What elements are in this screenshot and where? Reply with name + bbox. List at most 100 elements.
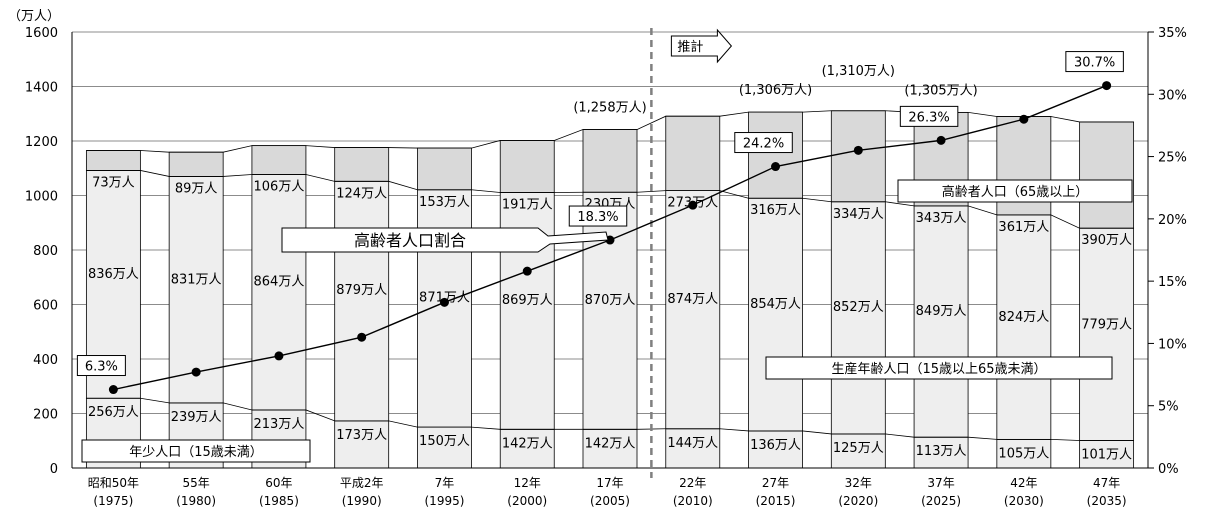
- ratio-point: [1102, 81, 1112, 91]
- ratio-label: 18.3%: [577, 210, 618, 225]
- x-tick-label: 60年: [265, 476, 292, 490]
- elderly-value-label: 191万人: [502, 198, 553, 213]
- ratio-point: [191, 367, 201, 377]
- boundary-connector: [86, 110, 1134, 153]
- ratio-label-box: [899, 105, 959, 127]
- ratio-point: [1019, 114, 1029, 124]
- working-value-label: 779万人: [1081, 318, 1132, 333]
- x-tick-label: 55年: [183, 476, 210, 490]
- bar-segment-youth: [748, 430, 803, 469]
- elderly-value-label: 390万人: [1081, 233, 1132, 248]
- bar-segment-youth: [1079, 440, 1135, 469]
- working-value-label: 824万人: [998, 310, 1049, 325]
- youth-value-label: 125万人: [833, 441, 884, 456]
- bar-segment-working: [251, 174, 307, 411]
- x-tick-label-year: (2035): [1087, 494, 1127, 508]
- ratio-line: [108, 81, 1112, 395]
- bar-segment-working: [334, 180, 390, 422]
- x-tick-label: 7年: [435, 476, 455, 490]
- elderly-series-label-box: [897, 179, 1133, 203]
- elderly-value-label: 316万人: [750, 203, 801, 218]
- x-tick-label: 27年: [762, 476, 789, 490]
- bar-segment-elderly: [499, 140, 555, 193]
- ratio-label: 24.2%: [743, 137, 784, 152]
- youth-value-label: 256万人: [88, 405, 139, 420]
- working-value-label: 849万人: [916, 304, 967, 319]
- projection-arrow-icon: [670, 28, 733, 64]
- ratio-label-box: [1065, 51, 1124, 73]
- bar-segment-working: [996, 214, 1052, 440]
- youth-value-label: 113万人: [916, 444, 967, 459]
- y-tick-label-left: 400: [33, 353, 58, 368]
- ratio-point: [108, 385, 118, 395]
- ratio-point: [771, 162, 781, 172]
- ratio-point: [853, 145, 863, 155]
- youth-value-label: 213万人: [254, 417, 305, 432]
- x-tick-label-year: (1980): [176, 494, 216, 508]
- elderly-series-label: 高齢者人口（65歳以上）: [942, 184, 1089, 200]
- bar-segment-elderly: [748, 111, 803, 199]
- ratio-point: [357, 332, 367, 342]
- working-value-label: 852万人: [833, 300, 884, 315]
- y-tick-label-left: 200: [33, 408, 58, 423]
- bar-segment-elderly: [85, 150, 141, 171]
- elderly-value-label: 89万人: [175, 181, 218, 196]
- working-series-label: 生産年齢人口（15歳以上65歳未満）: [831, 361, 1046, 377]
- x-tick-label: 17年: [596, 476, 623, 490]
- working-value-label: 831万人: [171, 272, 222, 287]
- x-tick-label: 12年: [514, 476, 541, 490]
- total-label: (1,305万人): [904, 83, 977, 98]
- youth-series-label-box: [81, 439, 311, 463]
- y-tick-label-right: 30%: [1158, 88, 1187, 103]
- bar-segment-youth: [334, 420, 390, 469]
- youth-series-label: 年少人口（15歳未満）: [129, 445, 263, 460]
- x-tick-label-year: (2000): [507, 494, 547, 508]
- x-tick-label: 昭和50年: [88, 476, 139, 490]
- bar-segment-elderly: [582, 129, 638, 193]
- working-value-label: 864万人: [254, 274, 305, 289]
- line-series-label: 高齢者人口割合: [354, 231, 466, 250]
- elderly-value-label: 273万人: [667, 196, 718, 211]
- bar-segment-elderly: [665, 115, 721, 191]
- y-tick-label-right: 20%: [1158, 213, 1187, 228]
- x-tick-label-year: (2025): [921, 494, 961, 508]
- x-tick-label-year: (1975): [93, 494, 133, 508]
- total-label: (1,258万人): [573, 101, 646, 116]
- youth-value-label: 142万人: [585, 436, 636, 451]
- ratio-point: [936, 135, 946, 145]
- bar-segment-working: [913, 205, 969, 438]
- ratio-point: [439, 297, 449, 307]
- ratio-label: 26.3%: [908, 110, 949, 125]
- total-label: (1,310万人): [822, 64, 895, 79]
- total-label: (1,306万人): [739, 83, 812, 98]
- youth-value-label: 136万人: [750, 438, 801, 453]
- ratio-label: 30.7%: [1074, 56, 1115, 71]
- x-tick-label: 47年: [1093, 476, 1120, 490]
- ratio-point: [688, 200, 698, 210]
- working-value-label: 869万人: [502, 293, 553, 308]
- bar-segment-working: [748, 197, 803, 432]
- bar-segment-working: [1079, 227, 1135, 441]
- elderly-value-label: 73万人: [92, 175, 135, 190]
- x-tick-label-year: (2030): [1004, 494, 1044, 508]
- working-value-label: 836万人: [88, 267, 139, 282]
- x-tick-label-year: (2005): [590, 494, 630, 508]
- x-tick-label: 42年: [1010, 476, 1037, 490]
- y-tick-label-right: 15%: [1158, 275, 1187, 290]
- ratio-point: [274, 351, 284, 361]
- working-value-label: 870万人: [585, 293, 636, 308]
- x-tick-label: 37年: [927, 476, 954, 490]
- line-callout-box: [281, 227, 609, 253]
- bar-segment-youth: [913, 436, 969, 469]
- y-tick-label-left: 1000: [25, 190, 58, 205]
- bar-segment-elderly: [830, 110, 886, 203]
- working-value-label: 871万人: [419, 291, 470, 306]
- y-tick-label-right: 35%: [1158, 26, 1187, 41]
- youth-value-label: 144万人: [667, 436, 718, 451]
- y-tick-label-left: 1200: [25, 135, 58, 150]
- y-tick-label-right: 5%: [1158, 400, 1179, 415]
- x-tick-label-year: (1995): [425, 494, 465, 508]
- ratio-label-box: [734, 132, 793, 154]
- x-tick-label-year: (2015): [756, 494, 796, 508]
- y-tick-label-right: 10%: [1158, 337, 1187, 352]
